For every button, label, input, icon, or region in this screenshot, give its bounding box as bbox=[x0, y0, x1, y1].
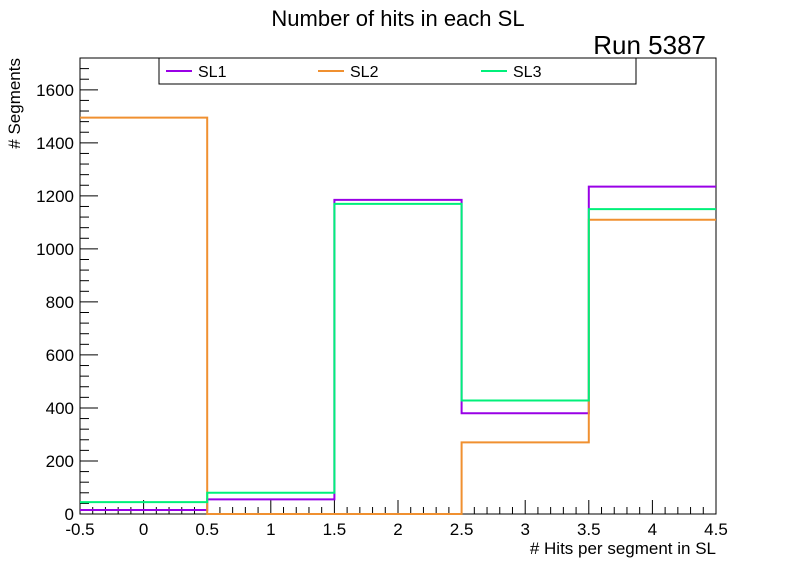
chart-title: Number of hits in each SL bbox=[271, 6, 525, 31]
x-tick-label: 1 bbox=[266, 520, 275, 539]
y-tick-label: 1000 bbox=[36, 240, 74, 259]
series-sl1 bbox=[80, 185, 716, 512]
series-sl2 bbox=[80, 116, 716, 515]
x-tick-label: 2 bbox=[393, 520, 402, 539]
y-tick-label: 200 bbox=[46, 452, 74, 471]
y-tick-label: 1200 bbox=[36, 187, 74, 206]
legend-label-sl2: SL2 bbox=[350, 64, 379, 81]
y-tick-label: 1600 bbox=[36, 81, 74, 100]
y-tick-label: 600 bbox=[46, 346, 74, 365]
x-tick-label: 3 bbox=[520, 520, 529, 539]
run-label: Run 5387 bbox=[593, 30, 706, 60]
x-tick-label: 3.5 bbox=[577, 520, 601, 539]
series-line bbox=[80, 185, 716, 512]
x-tick-label: 4 bbox=[648, 520, 657, 539]
y-axis-label: # Segments bbox=[5, 58, 24, 149]
series-line bbox=[80, 202, 716, 504]
x-tick-label: 1.5 bbox=[323, 520, 347, 539]
series-line bbox=[80, 116, 716, 515]
legend-label-sl3: SL3 bbox=[513, 64, 542, 81]
y-tick-label: 800 bbox=[46, 293, 74, 312]
plot-frame bbox=[79, 57, 717, 515]
x-tick-label: 2.5 bbox=[450, 520, 474, 539]
x-axis-label: # Hits per segment in SL bbox=[530, 539, 716, 558]
x-tick-label: 0.5 bbox=[195, 520, 219, 539]
x-tick-label: 0 bbox=[139, 520, 148, 539]
series-sl3 bbox=[80, 202, 716, 504]
x-tick-label: -0.5 bbox=[65, 520, 94, 539]
legend-box bbox=[158, 57, 637, 85]
y-tick-label: 400 bbox=[46, 399, 74, 418]
y-tick-label: 1400 bbox=[36, 134, 74, 153]
legend-label-sl1: SL1 bbox=[198, 64, 227, 81]
x-tick-label: 4.5 bbox=[704, 520, 728, 539]
y-tick-label: 0 bbox=[65, 505, 74, 524]
